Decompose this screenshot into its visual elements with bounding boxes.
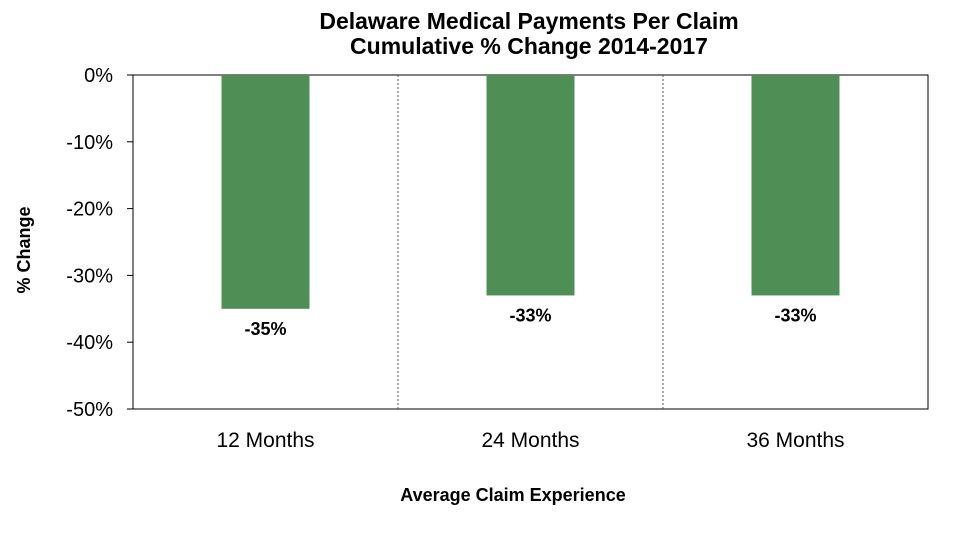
data-labels: -35% -33% -33%	[244, 305, 816, 338]
y-axis: 0% -10% -20% -30% -40% -50%	[66, 65, 133, 421]
x-axis-title: Average Claim Experience	[400, 485, 625, 505]
x-tick-label: 36 Months	[746, 429, 844, 452]
bar	[751, 75, 840, 296]
data-label: -33%	[774, 305, 816, 325]
x-axis: 12 Months 24 Months 36 Months	[216, 429, 844, 452]
chart-title-group: Delaware Medical Payments Per Claim Cumu…	[319, 8, 738, 59]
bar	[486, 75, 575, 296]
chart-title: Delaware Medical Payments Per Claim	[319, 8, 738, 34]
y-axis-title: % Change	[14, 206, 34, 293]
y-tick-label: -10%	[66, 132, 113, 154]
y-tick-label: -30%	[66, 265, 113, 287]
data-label: -33%	[509, 305, 551, 325]
y-tick-label: -40%	[66, 332, 113, 354]
x-tick-label: 12 Months	[216, 429, 314, 452]
chart-subtitle: Cumulative % Change 2014-2017	[350, 33, 708, 59]
y-tick-label: -20%	[66, 199, 113, 221]
bar	[221, 75, 310, 309]
x-tick-label: 24 Months	[481, 429, 579, 452]
y-tick-label: 0%	[84, 65, 113, 87]
y-tick-label: -50%	[66, 399, 113, 421]
bar-series	[221, 75, 840, 309]
data-label: -35%	[244, 319, 286, 339]
